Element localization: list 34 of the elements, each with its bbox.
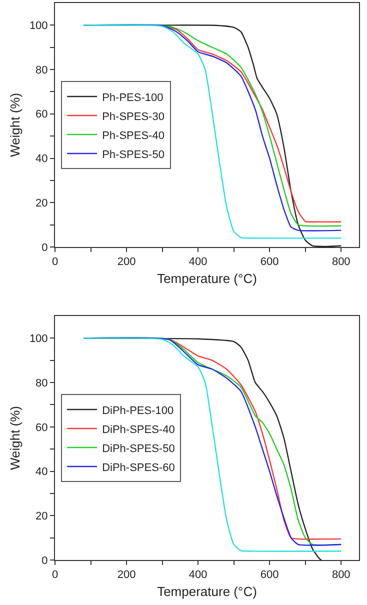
y-axis-title: Weight (%) <box>7 92 22 158</box>
x-axis-title: Temperature (°C) <box>157 584 257 599</box>
y-tick-label: 0 <box>42 242 48 254</box>
y-tick-label: 100 <box>29 333 48 346</box>
y-tick-label: 80 <box>36 64 48 76</box>
legend-label: Ph-SPES-50 <box>102 148 164 161</box>
x-axis-title: Temperature (°C) <box>157 270 257 286</box>
legend-label: DiPh-SPES-50 <box>102 442 175 455</box>
x-tick-label: 400 <box>188 569 208 582</box>
x-tick-label: 0 <box>52 569 58 582</box>
y-tick-label: 60 <box>36 422 48 434</box>
y-tick-label: 40 <box>36 153 48 166</box>
x-tick-label: 400 <box>188 256 208 268</box>
x-tick-label: 600 <box>260 569 279 582</box>
y-tick-label: 100 <box>29 20 48 32</box>
legend-label: DiPh-PES-100 <box>102 404 174 417</box>
x-tick-label: 800 <box>332 256 350 268</box>
y-tick-label: 80 <box>36 377 48 390</box>
legend-label: Ph-SPES-30 <box>102 110 164 123</box>
y-tick-label: 40 <box>36 466 48 478</box>
x-tick-label: 200 <box>117 569 136 582</box>
x-tick-label: 600 <box>260 256 279 268</box>
legend-label: DiPh-SPES-60 <box>102 462 175 474</box>
y-tick-label: 20 <box>36 197 48 210</box>
y-axis-title: Weight (%) <box>7 406 22 470</box>
y-tick-label: 0 <box>42 554 48 567</box>
x-tick-label: 200 <box>117 256 136 268</box>
x-tick-label: 800 <box>332 569 350 582</box>
y-tick-label: 60 <box>36 108 48 121</box>
y-tick-label: 20 <box>36 510 48 522</box>
legend-label: DiPh-SPES-40 <box>102 424 175 436</box>
x-tick-label: 0 <box>52 256 58 268</box>
legend-label: Ph-PES-100 <box>102 92 164 104</box>
legend-label: Ph-SPES-40 <box>102 130 164 142</box>
